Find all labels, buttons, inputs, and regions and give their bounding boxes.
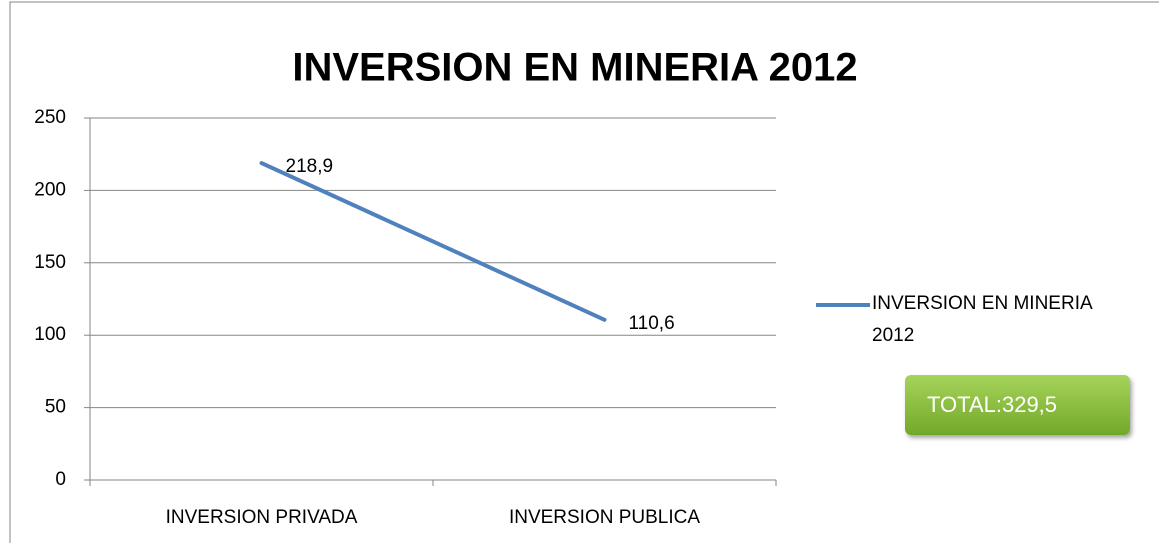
x-tick-label: INVERSION PUBLICA	[509, 507, 700, 528]
y-tick-label: 0	[55, 469, 66, 490]
legend-label: INVERSION EN MINERIA 2012	[872, 293, 1092, 346]
series-line	[259, 161, 607, 322]
chart-border	[9, 1, 1159, 543]
chart-title: INVERSION EN MINERIA 2012	[292, 46, 857, 90]
y-tick-label: 50	[45, 397, 66, 418]
x-tick-label: INVERSION PRIVADA	[166, 507, 358, 528]
y-tick-label: 150	[34, 252, 66, 273]
data-label: 110,6	[629, 313, 675, 334]
y-tick-label: 100	[34, 324, 66, 345]
total-annotation: TOTAL:329,5	[905, 375, 1130, 435]
data-label: 218,9	[286, 156, 334, 177]
y-tick-label: 250	[34, 107, 66, 128]
y-tick-label: 200	[34, 179, 66, 200]
